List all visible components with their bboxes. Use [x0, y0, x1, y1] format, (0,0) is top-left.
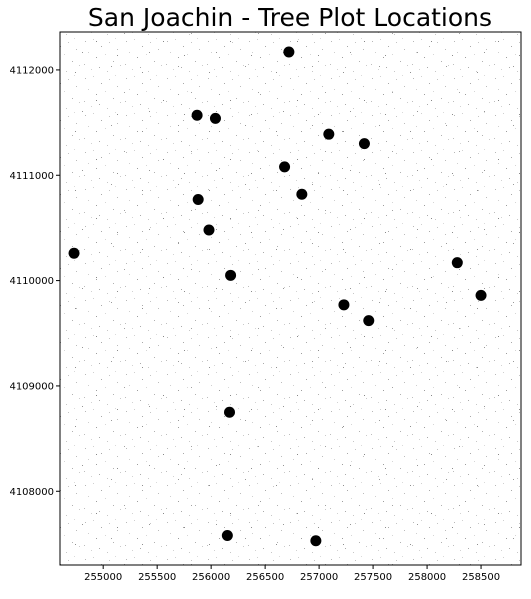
plot-point-2	[192, 110, 203, 121]
chart-title: San Joachin - Tree Plot Locations	[88, 3, 492, 32]
y-tick-label-3: 4111000	[9, 171, 54, 182]
plot-point-5	[359, 138, 370, 149]
x-tick-label-0: 255000	[84, 572, 122, 583]
x-tick-label-3: 256500	[246, 572, 284, 583]
plot-point-3	[210, 113, 221, 124]
plot-point-13	[476, 290, 487, 301]
plot-point-4	[323, 129, 334, 140]
y-tick-label-0: 4108000	[9, 487, 54, 498]
x-tick-label-6: 258000	[408, 572, 446, 583]
y-tick-label-4: 4112000	[9, 65, 54, 76]
plot-point-9	[203, 225, 214, 236]
plot-point-11	[452, 257, 463, 268]
y-tick-label-2: 4110000	[9, 276, 54, 287]
x-axis: 255000 255500 256000 256500 257000 257500 2580…	[84, 565, 500, 583]
plot-point-10	[69, 248, 80, 259]
plot-point-7	[296, 189, 307, 200]
plot-area	[60, 32, 521, 565]
plot-point-15	[363, 315, 374, 326]
plot-point-6	[279, 161, 290, 172]
plot-point-8	[193, 194, 204, 205]
x-tick-label-5: 257500	[354, 572, 392, 583]
y-tick-label-1: 4109000	[9, 381, 54, 392]
canopy-raster-texture	[60, 32, 521, 565]
plot-point-14	[338, 299, 349, 310]
x-tick-label-2: 256000	[192, 572, 230, 583]
x-tick-label-1: 255500	[138, 572, 176, 583]
x-tick-label-7: 258500	[462, 572, 500, 583]
x-tick-label-4: 257000	[300, 572, 338, 583]
y-axis: 4108000 4109000 4110000 4111000 4112000	[9, 65, 60, 497]
plot-point-12	[225, 270, 236, 281]
plot-point-1	[283, 47, 294, 58]
plot-point-16	[224, 407, 235, 418]
plot-point-17	[222, 530, 233, 541]
plot-point-18	[310, 535, 321, 546]
